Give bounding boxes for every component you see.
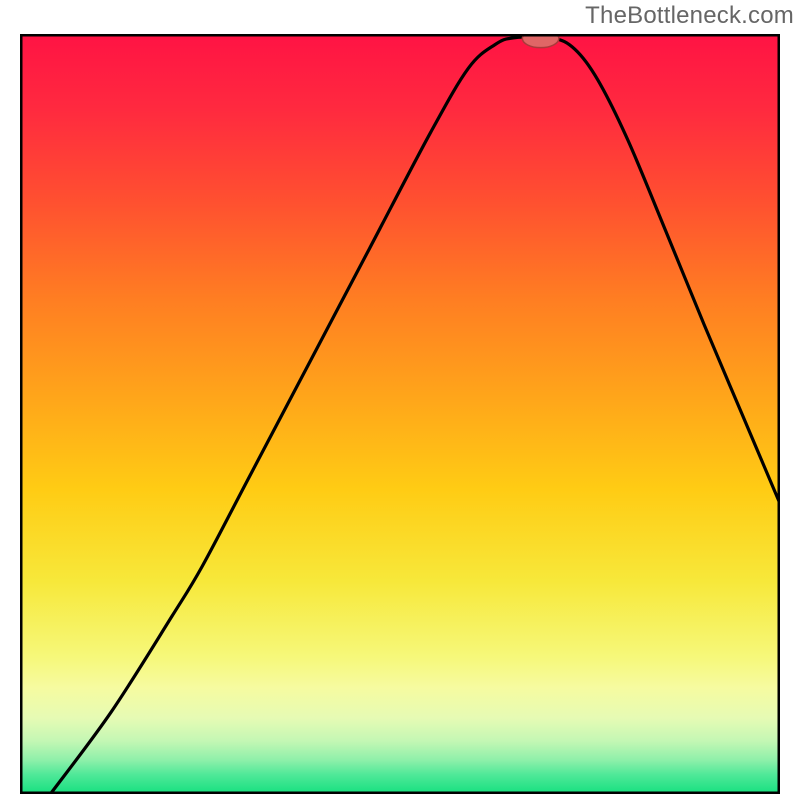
page-root: TheBottleneck.com	[0, 0, 800, 800]
watermark-text: TheBottleneck.com	[585, 2, 794, 30]
chart-background	[20, 34, 780, 794]
bottleneck-chart	[20, 34, 780, 794]
chart-svg	[20, 34, 780, 794]
